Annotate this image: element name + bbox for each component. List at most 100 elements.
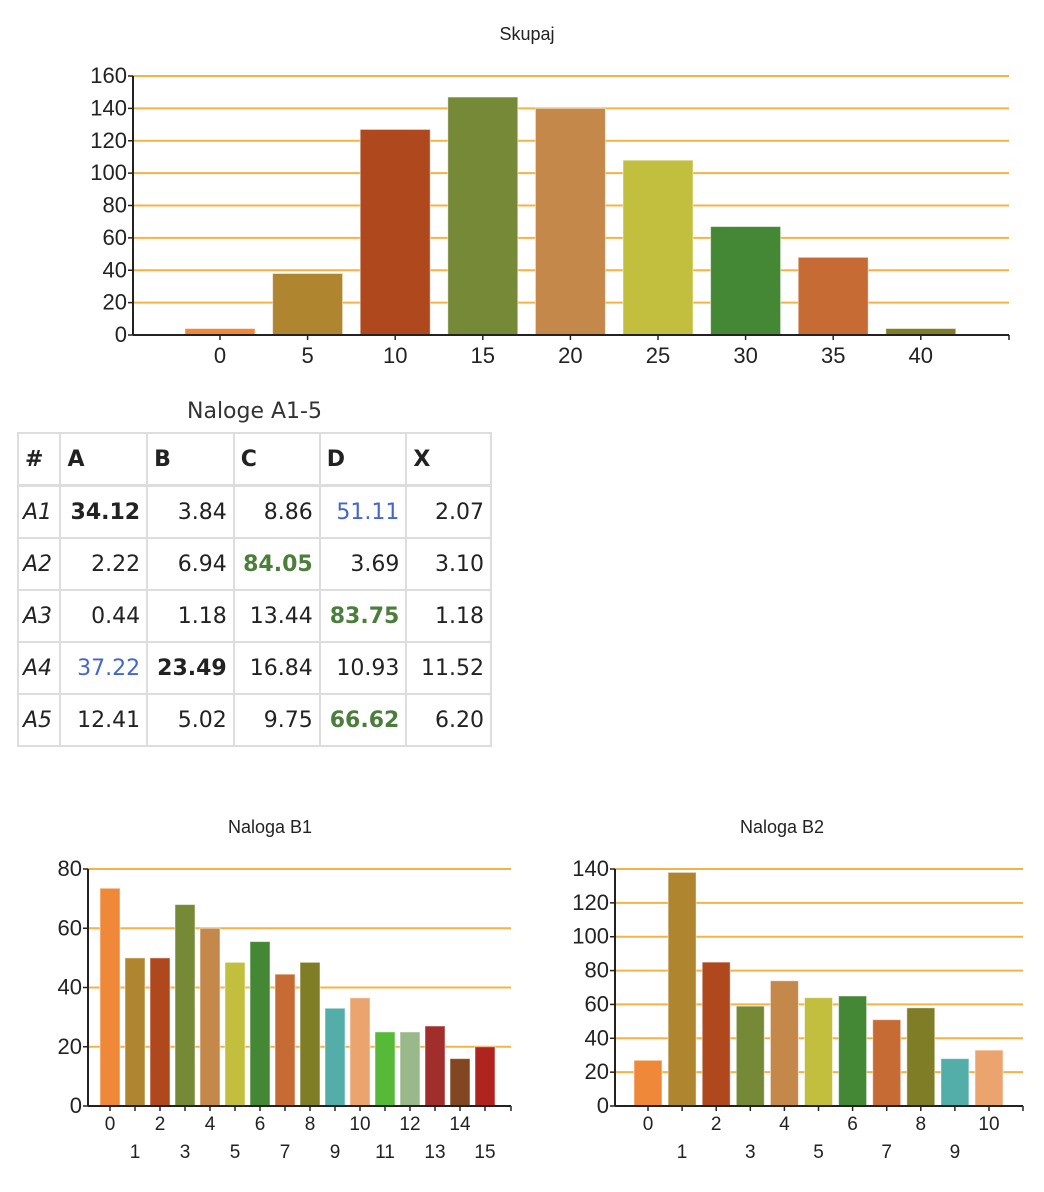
results-table: # A B C D X A1 34.12 3.84 8.86 51.11 2.07 A2 2.22 6.9… bbox=[16, 432, 492, 747]
y-tick-label: 20 bbox=[585, 1059, 609, 1084]
table-cell: 66.62 bbox=[318, 693, 408, 747]
bar bbox=[224, 961, 246, 1107]
bar bbox=[249, 941, 271, 1107]
x-tick-label: 4 bbox=[205, 1114, 216, 1135]
y-tick-label: 100 bbox=[90, 160, 127, 185]
x-tick-label: 8 bbox=[916, 1114, 927, 1135]
bar bbox=[974, 1049, 1004, 1107]
chart-title: Naloga B2 bbox=[740, 817, 824, 837]
bar bbox=[449, 1058, 471, 1107]
bar bbox=[274, 973, 296, 1107]
y-tick-label: 120 bbox=[90, 128, 127, 153]
table-cell: 83.75 bbox=[318, 589, 408, 643]
bar bbox=[534, 107, 606, 336]
chart-title: Skupaj bbox=[499, 24, 554, 44]
bar bbox=[174, 904, 196, 1107]
y-tick-label: 0 bbox=[70, 1093, 82, 1118]
table-cell: 6.94 bbox=[146, 537, 235, 591]
table-cell: 12.41 bbox=[59, 693, 149, 747]
bar bbox=[99, 887, 121, 1107]
bar bbox=[797, 256, 869, 336]
x-tick-label: 1 bbox=[130, 1142, 141, 1163]
y-tick-label: 40 bbox=[103, 257, 127, 282]
table-cell: 84.05 bbox=[232, 537, 321, 591]
bar bbox=[906, 1007, 936, 1107]
table-row: A4 37.22 23.49 16.84 10.93 11.52 bbox=[16, 641, 492, 695]
y-tick-label: 80 bbox=[585, 958, 609, 983]
table-cell: 9.75 bbox=[232, 693, 321, 747]
y-tick-label: 40 bbox=[585, 1025, 609, 1050]
y-tick-label: 0 bbox=[597, 1093, 609, 1118]
y-tick-label: 0 bbox=[115, 322, 127, 347]
bar bbox=[667, 871, 697, 1107]
table-row: A5 12.41 5.02 9.75 66.62 6.20 bbox=[16, 693, 492, 747]
bar bbox=[701, 961, 731, 1107]
y-tick-label: 40 bbox=[58, 975, 82, 1000]
column-header: D bbox=[318, 432, 408, 487]
x-tick-label: 3 bbox=[745, 1142, 756, 1163]
table-cell: 3.84 bbox=[146, 484, 235, 539]
row-label: A1 bbox=[16, 484, 62, 539]
y-tick-label: 60 bbox=[585, 991, 609, 1016]
x-tick-label: 1 bbox=[677, 1142, 688, 1163]
y-tick-label: 20 bbox=[58, 1034, 82, 1059]
y-tick-label: 100 bbox=[572, 924, 609, 949]
x-tick-label: 8 bbox=[305, 1114, 316, 1135]
y-tick-label: 60 bbox=[103, 225, 127, 250]
row-label: A3 bbox=[16, 589, 62, 643]
table-cell: 8.86 bbox=[232, 484, 321, 539]
bar bbox=[299, 961, 321, 1107]
x-tick-label: 35 bbox=[821, 343, 845, 368]
x-tick-label: 5 bbox=[813, 1142, 824, 1163]
bar bbox=[838, 995, 868, 1107]
x-tick-label: 2 bbox=[711, 1114, 722, 1135]
table-cell: 13.44 bbox=[232, 589, 321, 643]
row-label: A2 bbox=[16, 537, 62, 591]
x-tick-label: 0 bbox=[643, 1114, 654, 1135]
bar bbox=[804, 997, 833, 1107]
y-tick-label: 140 bbox=[90, 95, 127, 120]
table-cell: 16.84 bbox=[232, 641, 321, 695]
bar bbox=[474, 1046, 496, 1107]
x-tick-label: 30 bbox=[733, 343, 757, 368]
table-cell: 34.12 bbox=[59, 484, 149, 539]
table-cell: 5.02 bbox=[146, 693, 235, 747]
bar bbox=[359, 128, 431, 336]
x-tick-label: 0 bbox=[214, 343, 226, 368]
x-tick-label: 7 bbox=[881, 1142, 892, 1163]
table-row: A1 34.12 3.84 8.86 51.11 2.07 bbox=[16, 484, 492, 539]
y-tick-label: 80 bbox=[103, 193, 127, 218]
bar bbox=[622, 159, 694, 336]
y-tick-label: 160 bbox=[90, 63, 127, 88]
x-tick-label: 12 bbox=[399, 1114, 420, 1135]
table-cell: 23.49 bbox=[146, 641, 235, 695]
column-header: # bbox=[16, 432, 62, 487]
bar bbox=[374, 1031, 396, 1107]
chart-title: Naloga B1 bbox=[228, 817, 312, 837]
table-cell: 2.07 bbox=[405, 484, 492, 539]
bar bbox=[124, 957, 146, 1107]
x-tick-label: 9 bbox=[950, 1142, 961, 1163]
y-tick-label: 60 bbox=[58, 915, 82, 940]
x-tick-label: 5 bbox=[230, 1142, 241, 1163]
results-table-panel: Naloge A1-5 # A B C D X A1 34.12 3.84 8.86 51.11 2… bbox=[16, 396, 492, 747]
table-cell: 2.22 bbox=[59, 537, 149, 591]
x-tick-label: 25 bbox=[646, 343, 670, 368]
table-cell: 6.20 bbox=[405, 693, 492, 747]
column-header: C bbox=[232, 432, 321, 487]
bar bbox=[872, 1019, 902, 1107]
x-tick-label: 3 bbox=[180, 1142, 191, 1163]
table-cell: 51.11 bbox=[318, 484, 408, 539]
x-tick-label: 6 bbox=[255, 1114, 266, 1135]
bar bbox=[633, 1059, 663, 1107]
bar bbox=[349, 997, 371, 1107]
x-tick-label: 2 bbox=[155, 1114, 166, 1135]
x-tick-label: 6 bbox=[847, 1114, 858, 1135]
x-tick-label: 15 bbox=[474, 1142, 495, 1163]
x-tick-label: 9 bbox=[330, 1142, 341, 1163]
table-cell: 0.44 bbox=[59, 589, 149, 643]
bar bbox=[149, 957, 171, 1107]
x-tick-label: 0 bbox=[105, 1114, 116, 1135]
column-header: B bbox=[146, 432, 235, 487]
